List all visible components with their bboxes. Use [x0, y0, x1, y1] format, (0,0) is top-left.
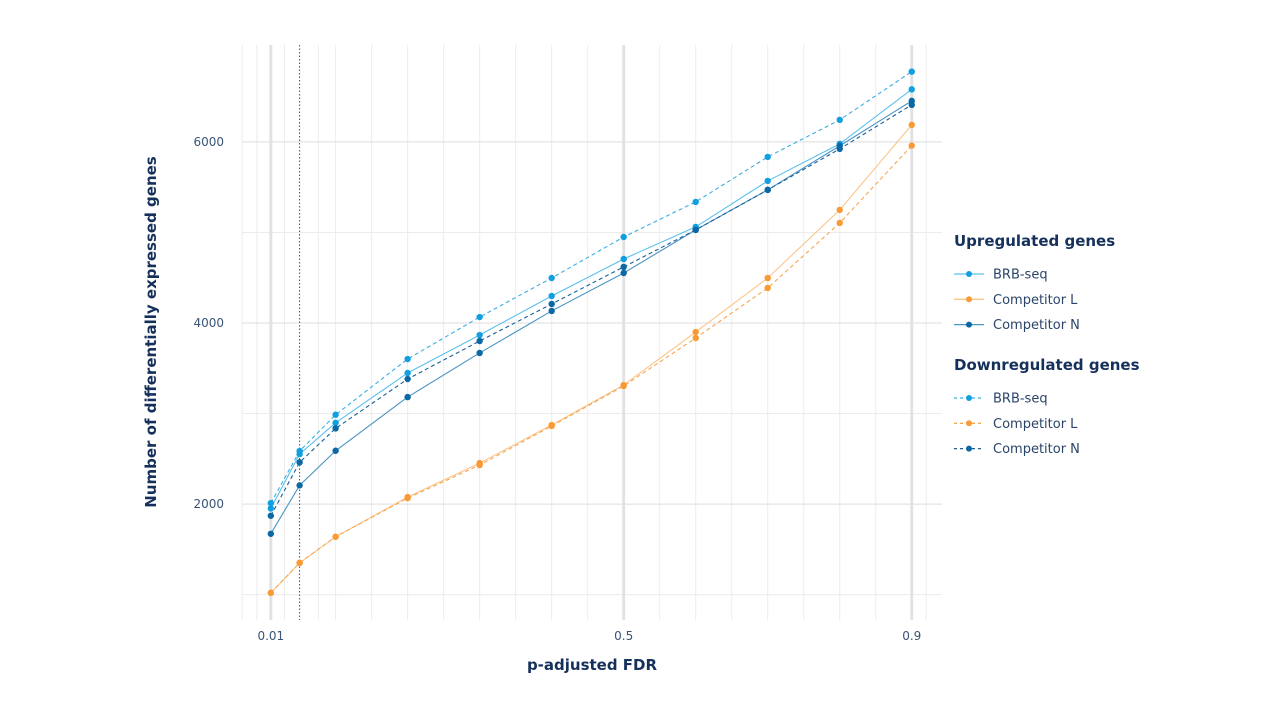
data-point-competitor-n-down	[836, 145, 843, 153]
legend-label: Competitor N	[993, 318, 1080, 333]
series-line-competitor-l-up	[270, 124, 913, 594]
series-points	[267, 68, 915, 597]
data-point-competitor-l-down	[296, 559, 303, 567]
data-point-competitor-n-up	[267, 530, 275, 537]
grid	[241, 45, 942, 620]
data-point-competitor-l-down	[476, 461, 483, 469]
legend-label: BRB-seq	[993, 392, 1048, 407]
series-line-competitor-l-down	[270, 145, 913, 594]
data-point-brb-seq-up	[404, 369, 411, 377]
legend-label: Competitor N	[993, 442, 1080, 457]
series-line-brb-seq-up	[270, 88, 913, 509]
data-point-competitor-n-up	[404, 393, 411, 401]
data-point-competitor-n-down	[267, 512, 275, 519]
data-point-competitor-l-up	[836, 206, 843, 214]
data-point-competitor-n-down	[692, 226, 699, 234]
data-point-brb-seq-down	[296, 447, 303, 455]
legend-item: Competitor N	[954, 442, 1080, 457]
data-point-brb-seq-down	[908, 68, 915, 75]
x-tick-label: 0.9	[902, 629, 921, 643]
data-point-competitor-l-up	[908, 121, 915, 129]
data-point-competitor-n-up	[548, 307, 555, 315]
data-point-competitor-n-down	[476, 337, 483, 345]
data-point-competitor-l-down	[692, 334, 699, 342]
data-point-competitor-n-up	[332, 447, 339, 454]
data-point-competitor-n-down	[548, 300, 555, 308]
legend-key-point	[966, 271, 972, 277]
legend-item: Competitor L	[954, 417, 1078, 432]
legend-title: Upregulated genes	[954, 232, 1115, 250]
data-point-competitor-l-down	[404, 494, 411, 502]
data-point-competitor-l-up	[764, 274, 771, 282]
data-point-brb-seq-down	[404, 355, 411, 363]
legend-key-point	[966, 445, 972, 452]
y-tick-label: 2000	[193, 497, 224, 511]
data-point-competitor-n-down	[908, 101, 915, 109]
data-point-competitor-n-down	[764, 186, 771, 194]
data-point-brb-seq-down	[692, 198, 699, 206]
data-point-competitor-n-down	[404, 375, 411, 383]
data-point-brb-seq-up	[476, 331, 483, 339]
data-point-brb-seq-down	[267, 499, 275, 507]
data-point-competitor-n-down	[332, 425, 339, 432]
data-point-brb-seq-up	[908, 86, 915, 93]
legend-key-point	[966, 420, 972, 427]
legend-key-point	[966, 321, 972, 328]
data-point-brb-seq-up	[548, 292, 555, 300]
legend-item: BRB-seq	[954, 392, 1048, 407]
legend-item: Competitor N	[954, 318, 1080, 333]
x-tick-label: 0.5	[614, 629, 633, 643]
data-point-competitor-l-down	[764, 284, 771, 292]
legend-key-point	[966, 395, 972, 401]
legend-item: Competitor L	[954, 293, 1078, 308]
legend-title: Downregulated genes	[954, 356, 1140, 374]
legend-label: Competitor L	[993, 293, 1078, 308]
series-lines	[270, 71, 913, 594]
series-line-competitor-n-up	[270, 100, 913, 535]
legend-item: BRB-seq	[954, 268, 1048, 283]
data-point-competitor-n-up	[620, 269, 627, 277]
data-point-competitor-l-down	[267, 589, 275, 597]
data-point-competitor-l-up	[692, 328, 699, 336]
data-point-competitor-l-down	[548, 422, 555, 430]
data-point-competitor-l-down	[908, 142, 915, 149]
data-point-brb-seq-up	[332, 419, 339, 426]
data-point-brb-seq-down	[620, 233, 627, 241]
data-point-competitor-n-up	[476, 349, 483, 357]
data-point-brb-seq-down	[836, 116, 843, 124]
data-point-brb-seq-down	[476, 313, 483, 321]
data-point-competitor-n-down	[296, 459, 303, 466]
series-line-competitor-n-down	[270, 104, 913, 517]
data-point-brb-seq-down	[548, 274, 555, 282]
data-point-competitor-n-down	[620, 263, 627, 271]
data-point-brb-seq-down	[332, 411, 339, 418]
data-point-brb-seq-up	[764, 177, 771, 185]
x-tick-label: 0.01	[257, 629, 284, 643]
data-point-competitor-l-down	[836, 219, 843, 227]
legend-key-point	[966, 296, 972, 303]
data-point-competitor-l-down	[332, 533, 339, 540]
x-axis-title: p-adjusted FDR	[527, 656, 658, 674]
y-axis-title: Number of differentially expressed genes	[142, 156, 160, 508]
data-point-brb-seq-up	[267, 505, 275, 512]
data-point-brb-seq-down	[764, 153, 771, 161]
data-point-competitor-l-down	[620, 382, 627, 390]
y-tick-label: 6000	[193, 135, 224, 149]
x-axis-ticks: 0.01 0.5 0.9	[257, 629, 921, 643]
legend-label: Competitor L	[993, 417, 1078, 432]
legend-label: BRB-seq	[993, 268, 1048, 283]
y-axis-ticks: 2000 4000 6000	[193, 135, 224, 511]
y-tick-label: 4000	[193, 316, 224, 330]
data-point-brb-seq-up	[620, 255, 627, 263]
legend: Upregulated genes BRB-seq Competitor L Comp…	[954, 232, 1140, 457]
data-point-competitor-n-up	[296, 482, 303, 489]
series-line-brb-seq-down	[270, 71, 913, 504]
